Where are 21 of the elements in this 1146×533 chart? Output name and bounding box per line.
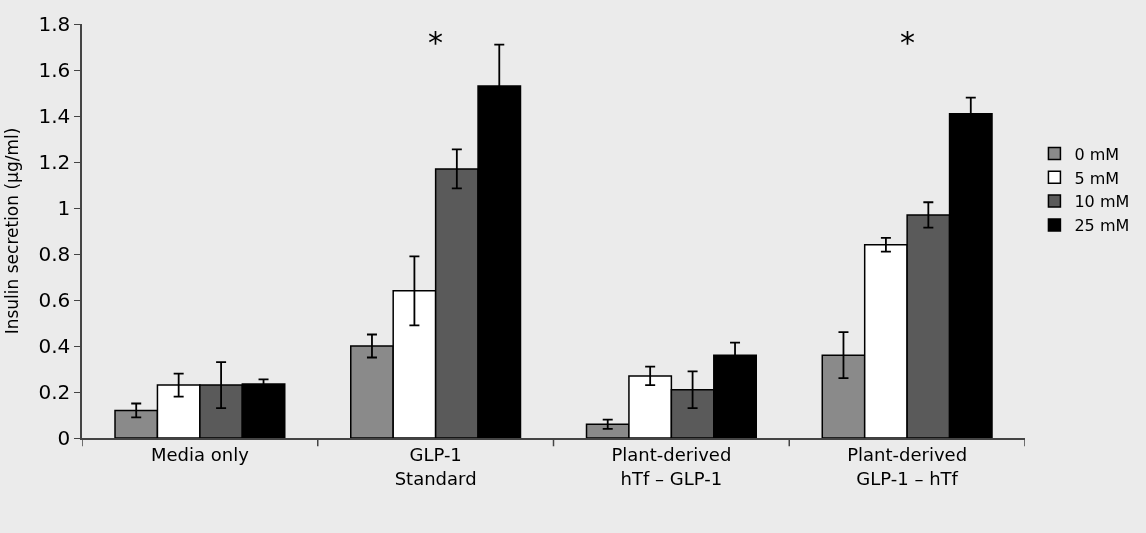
y-tick-label: 0.4 xyxy=(38,334,71,358)
annotation: * xyxy=(900,25,915,60)
y-tick-label: 1.2 xyxy=(38,150,71,174)
y-tick-label: 1.6 xyxy=(38,58,71,82)
legend-label: 0 mM xyxy=(1074,144,1120,164)
x-tick-label: Plant-derived hTf – GLP-1 xyxy=(611,444,732,489)
y-tick-label: 1.4 xyxy=(38,104,71,128)
y-tick-label: 0.6 xyxy=(38,288,71,312)
y-tick-label: 0 xyxy=(57,426,71,450)
y-tick-label: 0.8 xyxy=(38,242,71,266)
y-tick-label: 1 xyxy=(57,196,71,220)
legend-label: 25 mM xyxy=(1074,216,1130,236)
annotation: * xyxy=(428,25,443,60)
y-axis-title: Insulin secretion (µg/ml) xyxy=(2,127,23,335)
x-tick-label: Plant-derived GLP-1 – hTf xyxy=(847,444,968,489)
y-tick-label: 0.2 xyxy=(38,380,71,404)
legend-label: 5 mM xyxy=(1074,168,1120,188)
legend-label: 10 mM xyxy=(1074,192,1130,212)
x-tick-label: GLP-1 Standard xyxy=(394,444,477,489)
y-tick-label: 1.8 xyxy=(38,12,71,36)
x-tick-label: Media only xyxy=(150,444,250,466)
